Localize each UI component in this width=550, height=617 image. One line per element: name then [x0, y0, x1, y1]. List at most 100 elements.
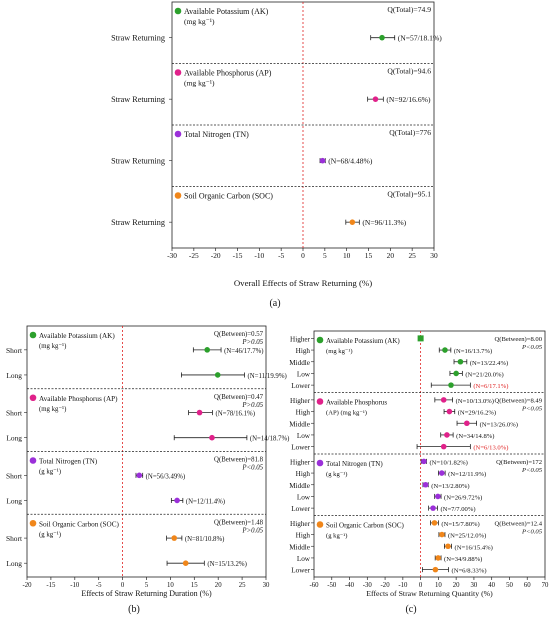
panel-a-group-0-row-0-mean-point: [379, 34, 385, 41]
panel-a-xtick-label: 5: [323, 251, 327, 260]
panel-c-group-3-row-3-mean-point: [435, 555, 441, 561]
panel-b-xtick-label: 10: [167, 582, 174, 589]
panel-a-group-1-q-stat: Q(Total)=94.6: [387, 67, 431, 76]
panel-b-xtick-label: -20: [22, 582, 32, 589]
panel-a-xtick-label: -10: [254, 251, 264, 260]
panel-a-xtick-label: 20: [387, 251, 395, 260]
panel-c-xtick-label: -50: [327, 582, 337, 589]
panel-c-group-1-row-3-annotation: (N=34/14.8%): [456, 433, 494, 440]
panel-b-group-1-legend-dot: [29, 394, 37, 402]
panel-a-xtick-label: -20: [211, 251, 221, 260]
panel-c-group-0-row-2-annotation: (N=13/22.4%): [470, 360, 508, 367]
panel-b-group-1-row-0-annotation: (N=78/16.1%): [215, 411, 255, 418]
panel-b-group-0-p-stat: P>0.05: [241, 339, 263, 346]
panel-c-group-2-legend-dot: [316, 459, 324, 467]
panel-c-group-2-row-3-mean-point: [435, 493, 441, 500]
panel-c-group-3-row-1-mean-point: [439, 531, 445, 538]
panel-c-group-0-row-2-label: Middle: [289, 359, 310, 367]
panel-c-group-1-row-4-mean-point: [440, 443, 447, 450]
panel-c-group-3-row-2-label: Middle: [289, 543, 310, 551]
panel-b-xtick-label: -5: [96, 582, 102, 589]
panel-c-group-0-title: Available Potassium (AK): [326, 337, 400, 345]
panel-c-group-3-row-2-annotation: (N=16/15.4%): [455, 544, 493, 551]
panel-c-group-1-row-2-mean-point: [464, 420, 470, 427]
panel-a-group-1-title: Available Phosphorus (AP): [184, 69, 272, 78]
panel-c-group-0-row-3-label: Low: [297, 370, 311, 378]
panel-b-group-3-row-0-annotation: (N=81/10.8%): [185, 536, 225, 543]
panel-b-group-0-title: Available Potassium (AK): [39, 332, 115, 340]
panel-a-xtick-label: -15: [233, 251, 243, 260]
panel-c-group-3-row-4-annotation: (N=6/8.33%): [452, 568, 487, 575]
panel-c-group-1-row-1-annotation: (N=29/16.2%): [458, 410, 496, 417]
panel-b-group-1-row-1-mean-point: [209, 434, 215, 441]
panel-c-group-1-row-0-label: Higher: [290, 397, 311, 405]
panel-b-group-1-row-0-mean-point: [196, 409, 203, 416]
panel-c-xtick-label: 30: [471, 582, 478, 589]
panel-b-group-0-row-0-mean-point: [204, 347, 211, 353]
panel-c-xlabel: Effects of Straw Returning Quantity (%): [366, 589, 493, 598]
panel-c-group-0-row-4-annotation: (N=6/17.1%): [473, 383, 508, 390]
panel-c-group-0-row-4-mean-point: [448, 382, 454, 388]
panel-label-b: (b): [128, 604, 140, 615]
panel-b-group-2-row-1-annotation: (N=12/11.4%): [186, 498, 225, 505]
panel-c-xtick-label: 0: [419, 582, 423, 589]
panel-b-xtick-label: 20: [215, 582, 222, 589]
panel-b-xtick-label: 30: [263, 582, 270, 589]
panel-c-group-3-row-4-label: Lower: [291, 567, 310, 575]
panel-a-group-0-q-stat: Q(Total)=74.9: [387, 5, 431, 14]
panel-c-group-2-row-2-mean-point: [422, 481, 429, 488]
panel-c-group-2-row-0-annotation: (N=10/1.82%): [429, 459, 467, 466]
panel-c-group-2-row-1-label: High: [296, 470, 311, 478]
panel-b-group-1-p-stat: P>0.05: [241, 402, 263, 409]
panel-c-group-1-p-stat: P<0.05: [521, 406, 543, 413]
panel-c-group-1-row-0-annotation: (N=10/13.0%): [456, 398, 494, 405]
panel-b-group-2-row-0-mean-point: [136, 472, 143, 479]
panel-b-group-2-legend-dot: [29, 457, 37, 464]
panel-c-group-2-row-4-mean-point: [430, 505, 436, 511]
panel-c-xtick-label: 60: [524, 582, 531, 589]
panel-a-xlabel: Overall Effects of Straw Returning (%): [234, 278, 372, 288]
panel-b-group-0-row-1-label: Long: [6, 371, 22, 380]
panel-c-xtick-label: -60: [309, 582, 319, 589]
panel-a-group-1-row-0-label: Straw Returning: [111, 95, 165, 104]
panel-a-group-2-legend-dot: [174, 130, 182, 138]
panel-label-a: (a): [269, 298, 280, 309]
panel-c-group-1-row-0-mean-point: [440, 397, 447, 403]
panel-a-group-2-row-0-label: Straw Returning: [111, 157, 165, 166]
panel-c-group-3-row-2-mean-point: [445, 543, 451, 550]
panel-b-group-3-q-stat: Q(Between)=1.48: [214, 519, 264, 526]
panel-c-group-1-row-2-annotation: (N=13/26.0%): [480, 421, 518, 428]
panel-c-group-1-row-1-mean-point: [446, 408, 453, 415]
panel-b-group-1-row-0-label: Short: [6, 409, 23, 418]
panel-c-xtick-label: 40: [488, 582, 495, 589]
panel-b-xlabel: Effects of Straw Returning Duration (%): [81, 589, 212, 598]
panel-c-group-3-row-0-mean-point: [431, 520, 438, 526]
panel-c-xtick-label: 10: [435, 582, 442, 589]
panel-a-xtick-label: 30: [430, 251, 438, 260]
panel-b-group-3-p-stat: P>0.05: [241, 527, 263, 534]
panel-c-xtick-label: 70: [542, 582, 549, 589]
panel-a-xtick-label: 10: [343, 251, 351, 260]
panel-c-group-0-row-1-annotation: (N=16/13.7%): [454, 348, 492, 355]
panel-c-group-2-row-3-annotation: (N=26/9.72%): [444, 494, 482, 501]
panel-b-group-3-row-1-mean-point: [182, 560, 189, 566]
panel-b-group-3-row-0-mean-point: [171, 535, 178, 541]
panel-c-group-3-legend-dot: [316, 521, 324, 528]
panel-c-group-0-p-stat: P<0.05: [521, 344, 543, 351]
panel-c-group-0-unit: (mg kg⁻¹): [326, 348, 353, 355]
panel-c-group-2-unit: (g kg⁻¹): [326, 471, 347, 478]
panel-a-group-3-legend-dot: [174, 192, 182, 199]
panel-a-group-1-row-0-mean-point: [372, 96, 379, 102]
panel-c-group-2-q-stat: Q(Between)=172: [496, 459, 542, 466]
panel-c-group-0-row-0-label: Higher: [290, 335, 311, 343]
panel-b-group-2-row-1-mean-point: [174, 497, 180, 504]
panel-b-group-1-row-1-annotation: (N=14/18.7%): [250, 436, 290, 443]
panel-b-group-3-row-0-label: Short: [6, 534, 23, 543]
panel-c-group-0-row-3-annotation: (N=21/20.0%): [465, 371, 503, 378]
panel-b-group-1-title: Available Phosphorus (AP): [39, 395, 118, 403]
panel-c-group-3-unit: (g kg⁻¹): [326, 533, 347, 540]
panel-c-group-3-row-3-label: Low: [297, 555, 311, 563]
panel-c-group-0-row-3-mean-point: [453, 370, 459, 377]
panel-c-group-3-row-0-label: Higher: [290, 520, 311, 528]
panel-b-xtick-label: 15: [191, 582, 198, 589]
